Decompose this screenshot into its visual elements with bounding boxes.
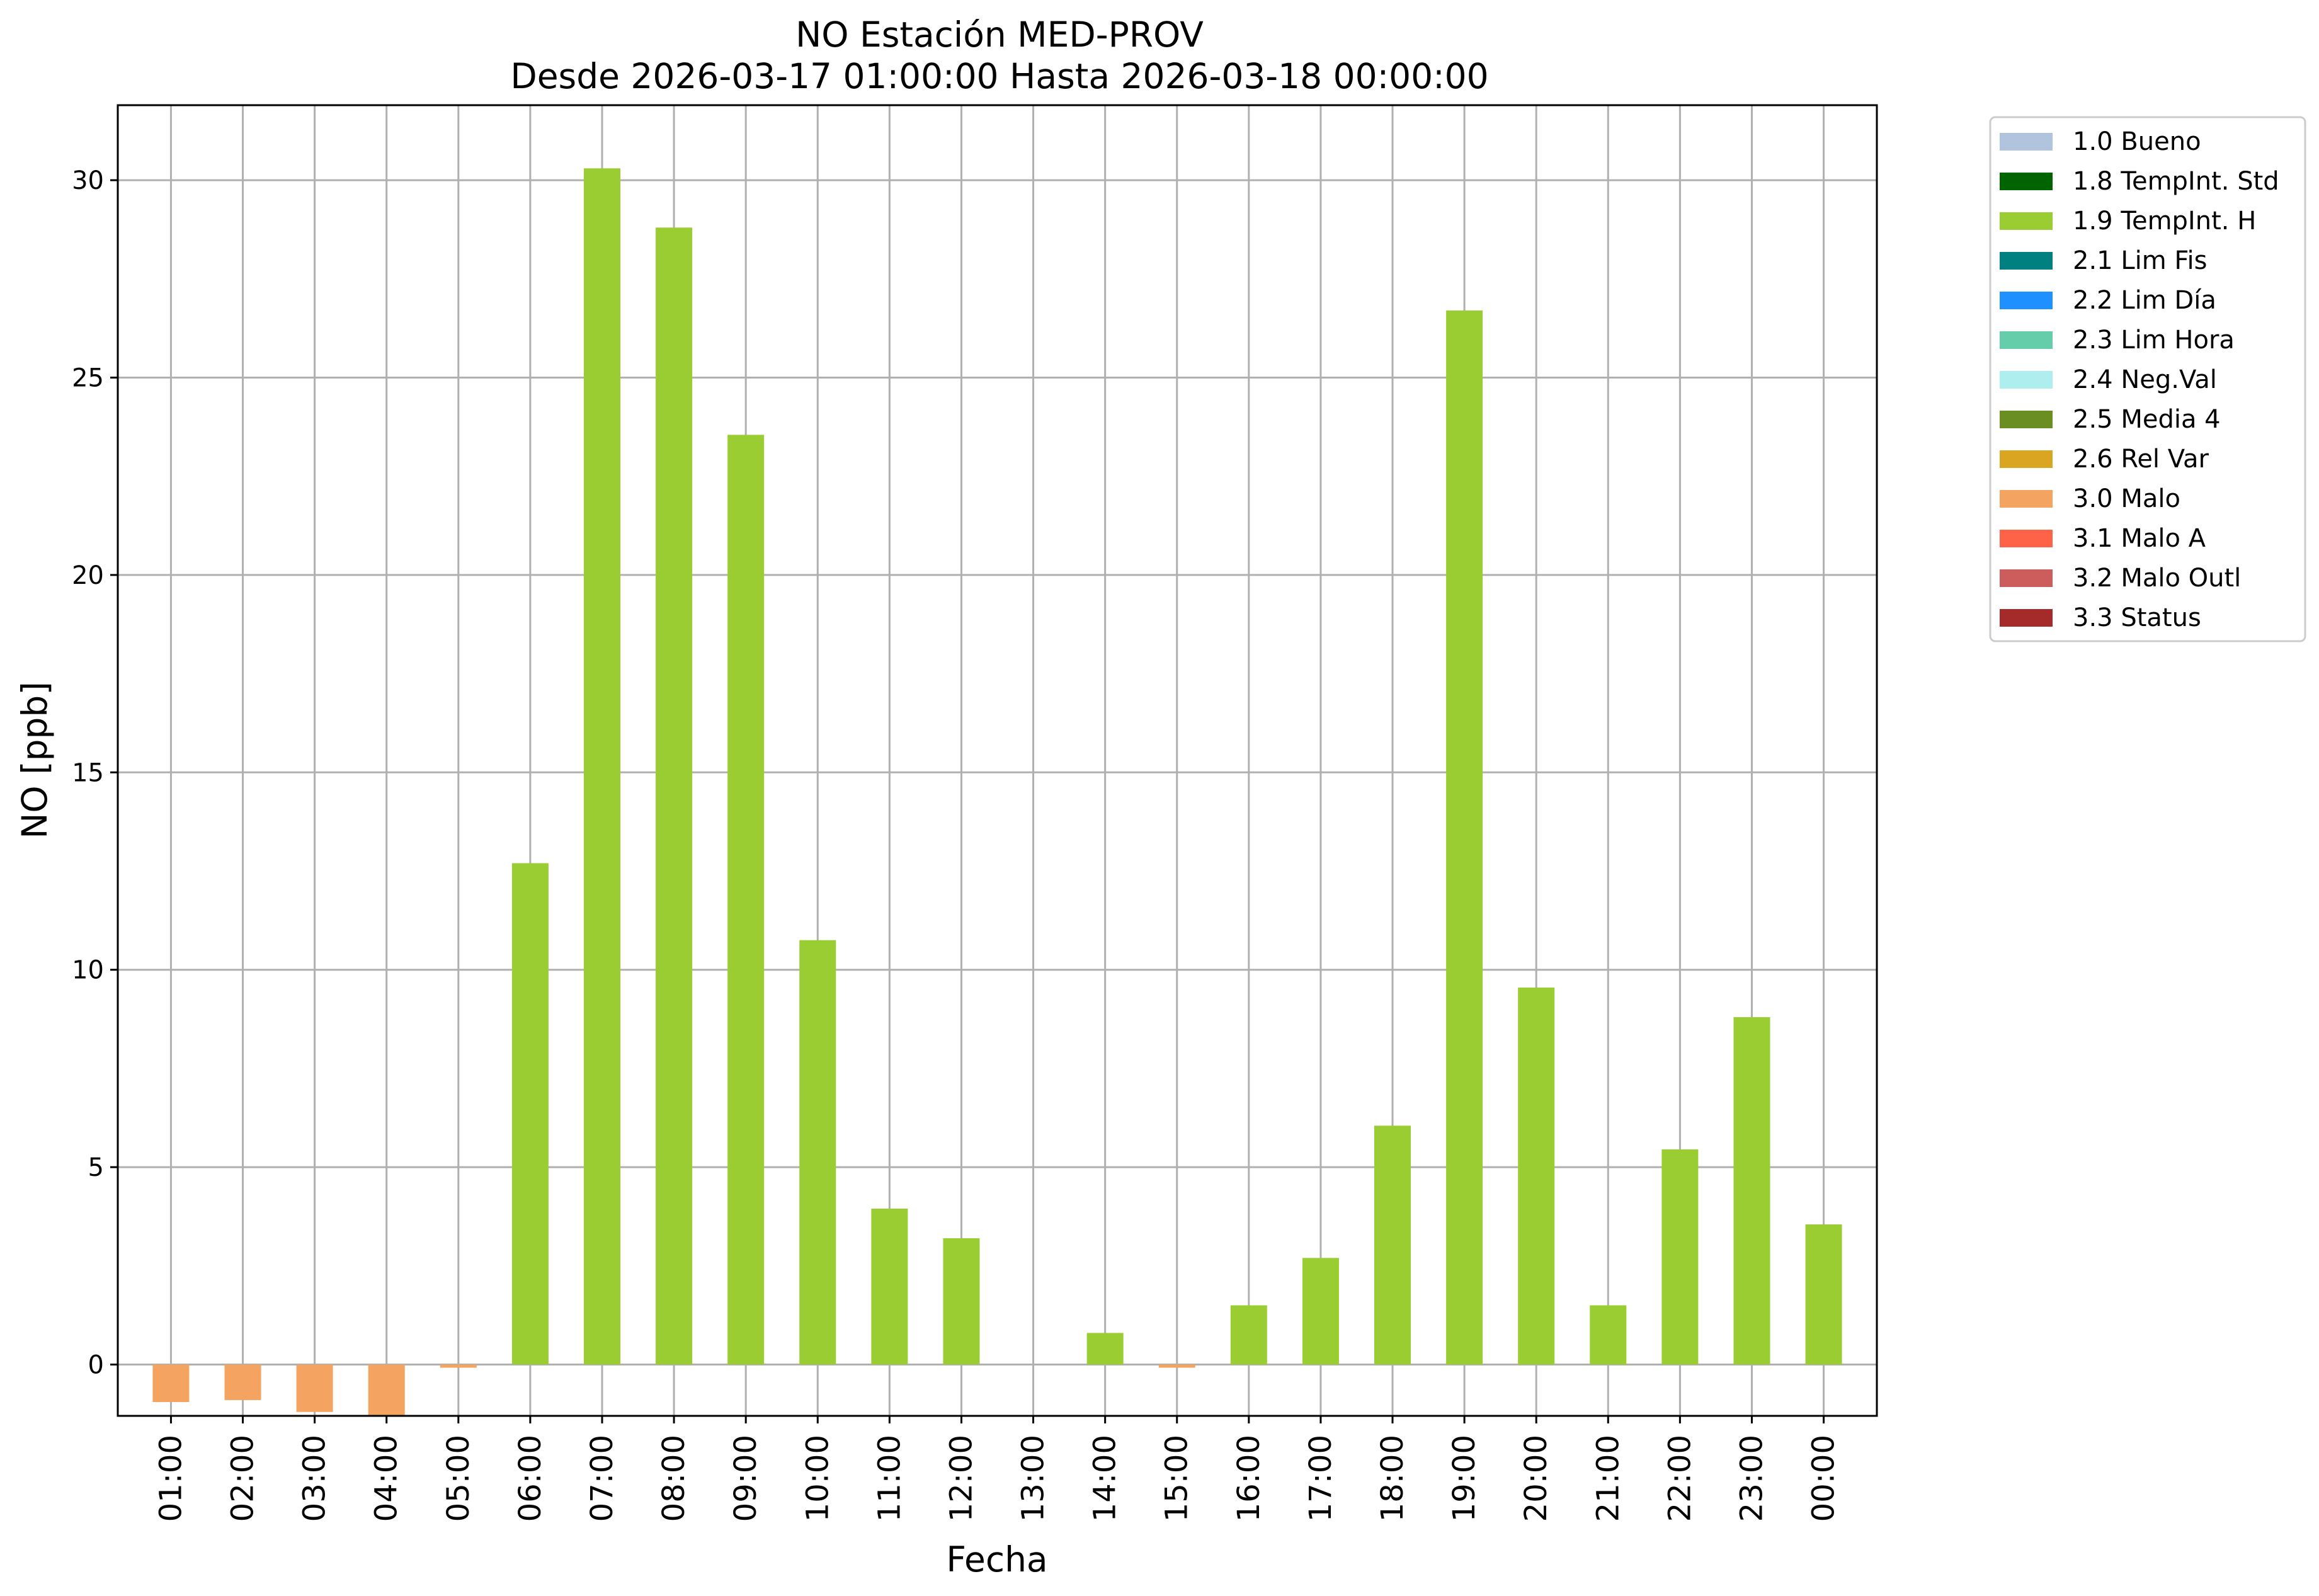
plot-frame (117, 104, 1878, 1417)
x-tick-label: 02:00 (225, 1435, 261, 1522)
y-tick-label: 20 (72, 561, 104, 590)
legend-swatch (2000, 530, 2053, 547)
bar-1100 (871, 1208, 908, 1365)
legend-label: 2.6 Rel Var (2073, 445, 2209, 474)
legend-swatch (2000, 371, 2053, 389)
y-tick-label: 0 (88, 1351, 104, 1380)
bar-1400 (1086, 1333, 1124, 1365)
x-tick-label: 00:00 (1806, 1435, 1842, 1522)
legend: 1.0 Bueno 1.8 TempInt. Std 1.9 TempInt. H 2… (1989, 116, 2306, 642)
bar-0200 (224, 1364, 261, 1400)
legend-swatch (2000, 212, 2053, 230)
x-tick-label: 06:00 (513, 1435, 548, 1522)
y-tick-label: 5 (88, 1153, 104, 1182)
bar-1600 (1230, 1305, 1267, 1365)
bar-1800 (1374, 1126, 1411, 1365)
x-tick-label: 05:00 (441, 1435, 476, 1522)
bars (152, 168, 1842, 1416)
legend-label: 2.5 Media 4 (2073, 405, 2221, 434)
legend-label: 2.2 Lim Día (2073, 286, 2216, 315)
bar-2000 (1518, 987, 1555, 1365)
bar-1500 (1158, 1364, 1195, 1368)
x-tick-label: 18:00 (1375, 1435, 1410, 1522)
x-tick-label: 15:00 (1160, 1435, 1195, 1522)
x-tick-label: 10:00 (800, 1435, 835, 1522)
x-tick-label: 03:00 (297, 1435, 333, 1522)
x-tick-label: 16:00 (1231, 1435, 1267, 1522)
x-tick-label: 21:00 (1590, 1435, 1626, 1522)
legend-swatch (2000, 173, 2053, 190)
y-tick-label: 10 (72, 956, 104, 985)
bar-0600 (511, 863, 549, 1365)
bar-0900 (727, 435, 765, 1365)
x-tick-label: 14:00 (1088, 1435, 1123, 1522)
bar-0500 (440, 1364, 477, 1368)
legend-swatch (2000, 569, 2053, 587)
x-tick-label: 23:00 (1734, 1435, 1769, 1522)
x-tick-label: 07:00 (584, 1435, 620, 1522)
bar-1900 (1446, 310, 1483, 1365)
legend-swatch (2000, 252, 2053, 270)
x-axis-label: Fecha (946, 1539, 1047, 1580)
y-axis-ticks: 0 5 10 15 20 25 30 (72, 166, 118, 1380)
x-tick-label: 20:00 (1518, 1435, 1554, 1522)
x-tick-label: 13:00 (1016, 1435, 1051, 1522)
x-tick-label: 11:00 (872, 1435, 907, 1522)
x-tick-label: 22:00 (1662, 1435, 1697, 1522)
chart-title: NO Estación MED-PROV (795, 14, 1204, 55)
x-tick-label: 08:00 (656, 1435, 692, 1522)
x-tick-label: 19:00 (1447, 1435, 1482, 1522)
legend-swatch (2000, 450, 2053, 468)
bar-0300 (296, 1364, 333, 1412)
legend-label: 3.2 Malo Outl (2073, 564, 2241, 593)
bar-0400 (368, 1364, 405, 1416)
x-tick-label: 01:00 (153, 1435, 188, 1522)
bar-1700 (1302, 1258, 1339, 1365)
legend-label: 2.3 Lim Hora (2073, 326, 2235, 355)
legend-swatch (2000, 292, 2053, 309)
bar-2200 (1661, 1149, 1699, 1365)
x-tick-label: 17:00 (1303, 1435, 1338, 1522)
legend-swatch (2000, 609, 2053, 627)
legend-swatch (2000, 133, 2053, 151)
y-tick-label: 25 (72, 363, 104, 392)
bar-0800 (656, 227, 693, 1365)
bar-2300 (1733, 1017, 1770, 1365)
y-tick-label: 30 (72, 166, 104, 195)
legend-swatch (2000, 411, 2053, 428)
legend-label: 3.3 Status (2073, 603, 2201, 632)
x-tick-label: 09:00 (728, 1435, 763, 1522)
x-axis-ticks: 01:00 02:00 03:00 04:00 05:00 06:00 07:00 08:00… (153, 1416, 1842, 1522)
y-tick-label: 15 (72, 758, 104, 787)
chart-subtitle: Desde 2026-03-17 01:00:00 Hasta 2026-03-… (510, 56, 1488, 96)
bar-0700 (583, 168, 620, 1365)
legend-label: 1.8 TempInt. Std (2073, 167, 2279, 196)
bar-0000 (1805, 1224, 1842, 1365)
legend-label: 1.0 Bueno (2073, 127, 2201, 156)
legend-box (1989, 116, 2306, 642)
bar-2100 (1590, 1305, 1627, 1365)
legend-swatch (2000, 331, 2053, 349)
bar-1000 (799, 940, 836, 1365)
legend-label: 2.1 Lim Fis (2073, 246, 2207, 275)
x-tick-label: 12:00 (943, 1435, 979, 1522)
legend-label: 3.1 Malo A (2073, 524, 2206, 553)
legend-label: 1.9 TempInt. H (2073, 207, 2256, 236)
y-axis-label: NO [ppb] (14, 681, 55, 839)
grid-lines (118, 105, 1877, 1416)
bar-1200 (943, 1238, 980, 1365)
legend-label: 2.4 Neg.Val (2073, 365, 2217, 394)
legend-label: 3.0 Malo (2073, 484, 2180, 513)
legend-swatch (2000, 490, 2053, 508)
bar-0100 (152, 1364, 190, 1403)
x-tick-label: 04:00 (369, 1435, 404, 1522)
